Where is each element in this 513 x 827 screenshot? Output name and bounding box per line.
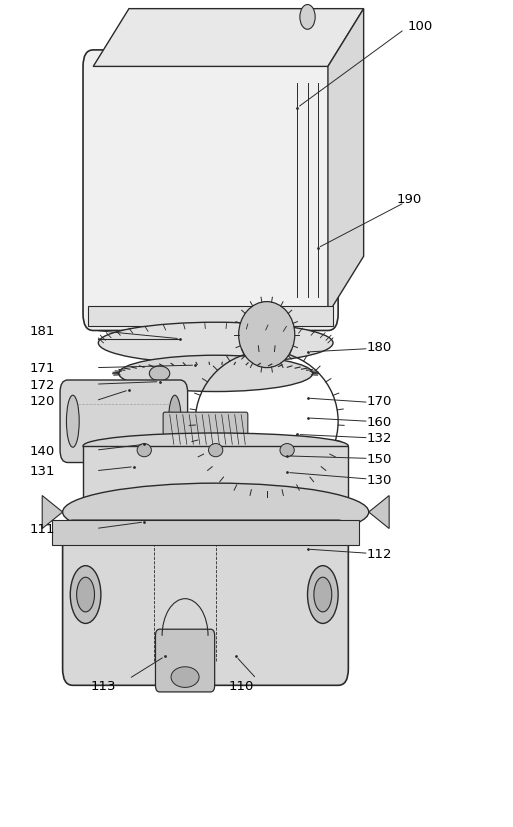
Text: 150: 150 [366, 452, 391, 466]
Ellipse shape [83, 489, 348, 515]
Text: 131: 131 [29, 465, 55, 478]
Ellipse shape [307, 566, 338, 624]
Ellipse shape [67, 396, 79, 447]
Polygon shape [369, 496, 389, 529]
FancyBboxPatch shape [155, 629, 214, 692]
Ellipse shape [70, 566, 101, 624]
FancyBboxPatch shape [163, 413, 248, 447]
Polygon shape [93, 10, 364, 67]
Text: 132: 132 [366, 432, 392, 445]
Text: 181: 181 [30, 324, 55, 337]
Text: 120: 120 [30, 394, 55, 408]
Ellipse shape [239, 302, 295, 368]
Text: 130: 130 [366, 473, 391, 486]
Text: 110: 110 [228, 679, 254, 692]
FancyBboxPatch shape [60, 380, 188, 463]
Ellipse shape [63, 484, 369, 541]
Text: 100: 100 [407, 20, 432, 32]
Text: 113: 113 [91, 679, 116, 692]
Ellipse shape [209, 444, 223, 457]
Text: 170: 170 [366, 394, 391, 408]
Text: 111: 111 [29, 523, 55, 535]
Polygon shape [328, 10, 364, 314]
Text: 160: 160 [366, 415, 391, 428]
Polygon shape [52, 521, 359, 545]
Ellipse shape [137, 444, 151, 457]
Text: 171: 171 [29, 361, 55, 375]
Text: 180: 180 [366, 341, 391, 354]
Ellipse shape [98, 323, 333, 364]
Ellipse shape [171, 667, 199, 687]
Ellipse shape [168, 396, 181, 447]
Polygon shape [42, 496, 63, 529]
Ellipse shape [314, 577, 332, 612]
Text: 172: 172 [29, 378, 55, 391]
FancyBboxPatch shape [83, 50, 338, 331]
Text: 190: 190 [397, 193, 422, 206]
Ellipse shape [280, 444, 294, 457]
Ellipse shape [119, 356, 312, 392]
Text: 140: 140 [30, 444, 55, 457]
Text: 112: 112 [366, 547, 392, 560]
Circle shape [300, 6, 315, 31]
Ellipse shape [76, 577, 94, 612]
Ellipse shape [83, 433, 348, 460]
Polygon shape [83, 447, 348, 502]
Polygon shape [88, 306, 333, 327]
Ellipse shape [149, 366, 170, 381]
FancyBboxPatch shape [63, 521, 348, 686]
Polygon shape [114, 447, 185, 467]
